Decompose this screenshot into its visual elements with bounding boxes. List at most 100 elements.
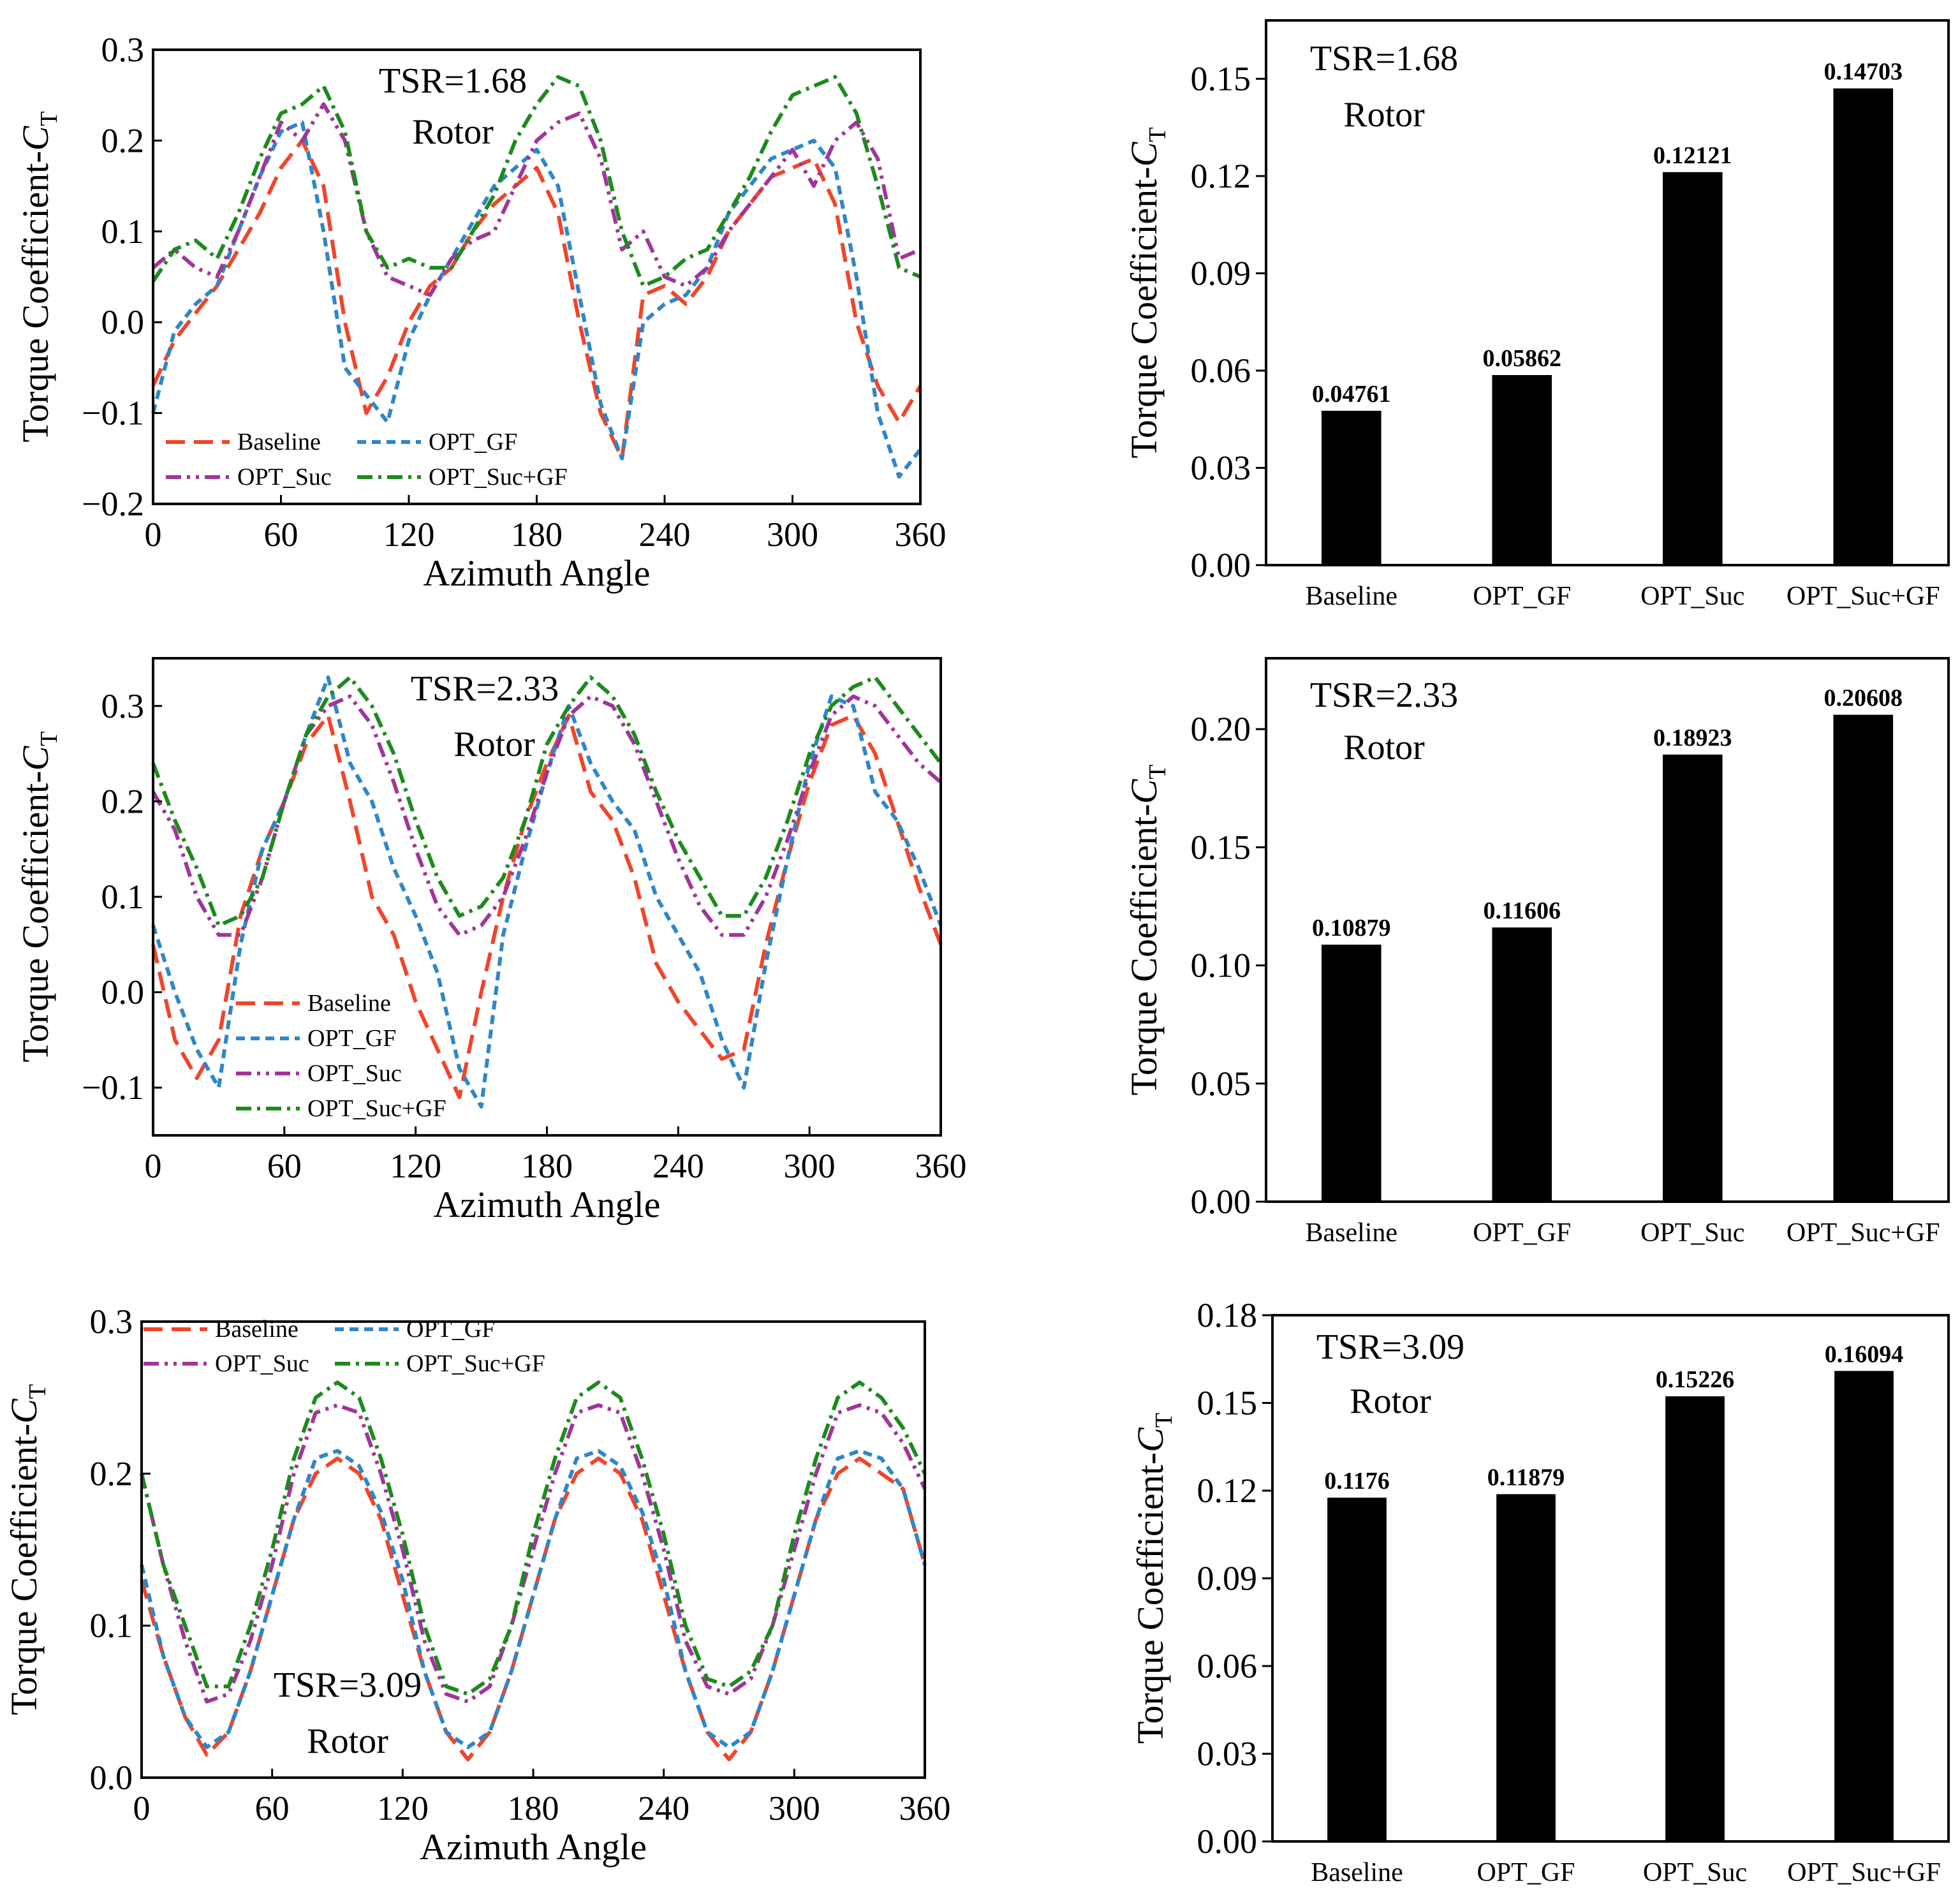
legend-label: OPT_Suc [307,1060,402,1087]
bar-value-label: 0.10879 [1312,915,1391,941]
chart-annotation: Rotor [453,725,535,764]
y-tick-label: 0.00 [1197,1822,1258,1861]
y-tick-label: 0.2 [101,782,145,820]
series-line-opt-suc-gf [151,675,943,927]
x-tick-label: 300 [784,1147,836,1185]
y-tick-label: 0.1 [101,878,145,916]
y-tick-label: 0.03 [1197,1735,1258,1773]
y-tick-label: −0.1 [82,394,144,432]
bar [1321,410,1382,565]
series-line-opt-suc-gf [140,1380,927,1696]
x-tick-label: 120 [390,1147,441,1185]
bar [1492,927,1552,1202]
x-tick-label: 0 [145,515,162,554]
x-tick-label: 360 [915,1147,967,1185]
line-chart-line_tsr233: 0 60 120 180 240 300 360 −0.1 0.0 0.1 0.2 0.3 Azimut… [82,657,967,1225]
chart-annotation: TSR=2.33 [411,669,559,709]
x-category-label: OPT_Suc+GF [1787,1218,1940,1248]
legend-label: OPT_Suc+GF [429,464,568,490]
x-tick-label: 0 [133,1789,151,1827]
bar-value-label: 0.20608 [1824,685,1903,712]
bar [1833,714,1894,1202]
x-tick-label: 180 [511,515,563,554]
x-tick-label: 60 [255,1789,290,1827]
x-tick-label: 360 [899,1789,951,1827]
chart-annotation: Rotor [412,112,494,152]
bar-value-label: 0.12121 [1653,142,1732,169]
legend-label: OPT_Suc+GF [406,1350,545,1377]
y-tick-label: 0.3 [101,687,145,725]
legend-label: OPT_Suc+GF [307,1095,446,1122]
bar [1321,945,1382,1202]
y-tick-label: 0.05 [1191,1065,1251,1103]
y-tick-label: 0.15 [1191,60,1251,98]
x-tick-label: 300 [769,1789,820,1827]
x-category-label: Baseline [1305,1218,1397,1248]
legend-label: OPT_GF [406,1316,495,1343]
y-tick-label: 0.1 [90,1607,133,1645]
bar-value-label: 0.1176 [1324,1468,1389,1494]
x-category-label: Baseline [1305,582,1397,611]
x-tick-label: 120 [377,1789,429,1827]
y-tick-label: −0.2 [82,485,144,523]
bar-value-label: 0.16094 [1825,1341,1904,1368]
y-tick-label: 0.0 [90,1759,133,1797]
chart-annotation: Rotor [1343,95,1425,135]
y-tick-label: 0.06 [1191,351,1251,390]
y-tick-label: 0.0 [101,303,145,341]
plot-frame [1265,657,1950,1203]
chart-annotation: Rotor [307,1722,388,1761]
series-line-opt-gf [140,1449,927,1750]
y-tick-label: 0.3 [101,31,145,69]
y-tick-label: 0.20 [1191,710,1251,748]
y-tick-label: 0.15 [1191,828,1251,866]
chart-annotation: TSR=3.09 [274,1665,422,1705]
plot-frame [1265,19,1950,566]
y-tick-label: −0.1 [82,1068,144,1107]
y-tick-label: 0.18 [1197,1296,1258,1334]
y-axis-title: Torque Coefficient-CT [1123,765,1171,1096]
y-tick-label: 0.03 [1191,449,1251,487]
bar-value-label: 0.11879 [1487,1464,1565,1491]
x-category-label: OPT_Suc [1640,1218,1744,1248]
chart-annotation: Rotor [1350,1382,1431,1421]
legend-label: OPT_Suc [215,1350,309,1377]
series-line-opt-suc [151,694,942,937]
chart-annotation: TSR=1.68 [1310,39,1458,78]
bar-chart-bar_tsr233: 0.10879 Baseline 0.11606 OPT_GF 0.18923 OPT_S… [1191,657,1950,1248]
y-tick-label: 0.09 [1197,1560,1258,1598]
plot-frame [152,657,942,1137]
y-axis-title: Torque Coefficient-CT [15,112,63,443]
x-axis-title: Azimuth Angle [423,552,650,594]
chart-annotation: TSR=2.33 [1310,675,1458,715]
x-category-label: OPT_GF [1473,1218,1571,1248]
bar [1665,1396,1725,1841]
x-tick-label: 240 [639,515,691,554]
x-tick-label: 240 [652,1147,704,1185]
y-tick-label: 0.00 [1191,546,1251,584]
y-tick-label: 0.2 [101,121,145,159]
x-tick-label: 0 [145,1147,162,1185]
bar [1662,755,1723,1202]
line-chart-line_tsr168: 0 60 120 180 240 300 360 −0.2 −0.1 0.0 0.1 0.2 0.3 Az… [82,31,946,594]
y-tick-label: 0.15 [1197,1384,1258,1422]
bar-value-label: 0.14703 [1824,59,1903,85]
chart-annotation: TSR=1.68 [379,61,527,101]
bar-value-label: 0.15226 [1656,1366,1735,1393]
y-axis-title: Torque Coefficient-CT [1130,1413,1177,1744]
y-tick-label: 0.12 [1191,157,1251,195]
x-tick-label: 360 [895,515,947,554]
line-chart-line_tsr309: 0 60 120 180 240 300 360 0.0 0.1 0.2 0.3 Azimuth An… [90,1302,951,1868]
x-category-label: OPT_Suc [1643,1858,1747,1887]
legend-label: Baseline [215,1316,298,1343]
legend-label: Baseline [237,429,321,455]
y-axis-title: Torque Coefficient-CT [15,732,63,1063]
x-axis-title: Azimuth Angle [433,1184,660,1225]
x-category-label: OPT_GF [1473,582,1571,611]
bar-value-label: 0.18923 [1653,725,1732,751]
x-tick-label: 240 [638,1789,689,1827]
x-tick-label: 300 [767,515,818,554]
y-tick-label: 0.10 [1191,947,1251,985]
y-tick-label: 0.12 [1197,1471,1258,1510]
